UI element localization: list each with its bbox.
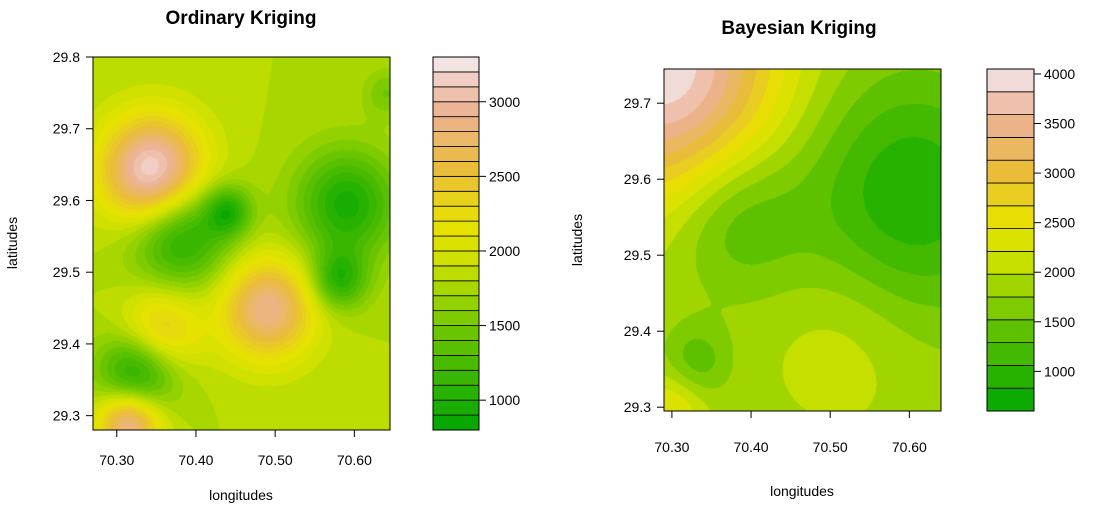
x-tick-label: 70.30	[654, 439, 689, 455]
legend-band	[986, 296, 1035, 321]
legend-band	[432, 56, 480, 73]
ordinary-kriging-svg: Ordinary Kriging 70.30 70.40 70.50 70.60 29…	[4, 8, 520, 503]
y-tick-label: 29.5	[53, 264, 80, 280]
chart-title: Ordinary Kriging	[166, 8, 317, 29]
y-tick-label: 29.6	[53, 192, 80, 208]
legend-band	[432, 295, 480, 312]
x-tick-label: 70.60	[337, 452, 372, 468]
legend-band	[432, 190, 480, 207]
y-axis-label: latitudes	[569, 214, 585, 266]
legend-band	[432, 205, 480, 222]
legend-band	[986, 114, 1035, 138]
legend-band	[986, 364, 1035, 389]
legend-band	[432, 71, 480, 88]
y-axis: 29.3 29.4 29.5 29.6 29.7	[624, 95, 664, 415]
legend-band	[986, 342, 1035, 366]
x-tick-label: 70.30	[99, 452, 134, 468]
legend-band	[986, 273, 1035, 298]
y-tick-label: 29.3	[53, 408, 80, 424]
plot-area	[92, 56, 391, 431]
y-tick-label: 29.6	[624, 171, 651, 187]
legend-frame	[432, 56, 480, 431]
legend-band	[432, 369, 480, 386]
legend-band	[432, 220, 480, 237]
y-tick-label: 29.4	[53, 336, 80, 352]
legend-band	[986, 136, 1035, 161]
legend-band	[986, 68, 1035, 93]
legend-band	[432, 250, 480, 267]
legend-band	[432, 280, 480, 297]
legend-tick-label: 2500	[1044, 215, 1075, 231]
y-tick-label: 29.7	[624, 95, 651, 111]
x-tick-label: 70.50	[813, 439, 848, 455]
legend-tick-label: 4000	[1044, 66, 1075, 82]
x-tick-label: 70.40	[178, 452, 213, 468]
legend-band	[432, 146, 480, 162]
legend-band	[986, 182, 1035, 207]
x-axis: 70.30 70.40 70.50 70.60	[654, 411, 927, 455]
y-tick-label: 29.7	[53, 121, 80, 137]
y-tick-label: 29.3	[624, 399, 651, 415]
x-tick-label: 70.40	[734, 439, 769, 455]
x-tick-label: 70.50	[258, 452, 293, 468]
legend-band	[432, 161, 480, 177]
legend-band	[432, 175, 480, 192]
legend-tick-label: 1000	[1044, 363, 1075, 379]
x-tick-label: 70.60	[892, 439, 927, 455]
y-axis-label: latitudes	[4, 217, 20, 269]
legend-band	[432, 101, 480, 118]
legend-band	[432, 399, 480, 416]
legend-band	[432, 354, 480, 371]
legend-band	[986, 387, 1035, 412]
plot-frame	[663, 68, 942, 412]
plot-frame	[92, 56, 391, 431]
legend-band	[432, 340, 480, 356]
legend-tick-label: 1500	[489, 318, 520, 334]
y-tick-label: 29.4	[624, 323, 651, 339]
plot-area	[663, 68, 942, 412]
legend-tick-label: 3000	[489, 94, 520, 110]
legend-band	[432, 116, 480, 133]
legend-band	[432, 235, 480, 252]
legend-band	[432, 414, 480, 431]
heatmap-canvas	[664, 69, 941, 411]
bayesian-kriging-svg: Bayesian Kriging 70.30 70.40 70.50 70.60 29…	[569, 18, 1075, 499]
legend-band	[432, 131, 480, 147]
legend-tick-label: 2500	[489, 168, 520, 184]
legend-band	[986, 250, 1035, 275]
bayesian-kriging-figure: Bayesian Kriging 70.30 70.40 70.50 70.60 29…	[554, 0, 1107, 506]
heatmap-container	[93, 57, 390, 430]
color-legend: 1000 1500 2000 2500 3000 3500 4000	[986, 66, 1075, 412]
legend-band	[432, 310, 480, 326]
legend-band	[986, 205, 1035, 230]
legend-tick-label: 1000	[489, 392, 520, 408]
legend-band	[432, 384, 480, 401]
legend-band	[986, 319, 1035, 343]
legend-tick-label: 3000	[1044, 165, 1075, 181]
legend-band	[432, 325, 480, 341]
legend-tick-label: 2000	[1044, 264, 1075, 280]
legend-tick-label: 2000	[489, 243, 520, 259]
legend-band	[986, 91, 1035, 116]
legend-tick-label: 3500	[1044, 116, 1075, 132]
x-axis: 70.30 70.40 70.50 70.60	[99, 430, 372, 468]
y-tick-label: 29.8	[53, 49, 80, 65]
ordinary-kriging-figure: Ordinary Kriging 70.30 70.40 70.50 70.60 29…	[0, 0, 554, 506]
color-legend: 1000 1500 2000 2500 3000	[432, 56, 520, 431]
legend-tick-label: 1500	[1044, 314, 1075, 330]
legend-frame	[986, 68, 1035, 412]
y-tick-label: 29.5	[624, 247, 651, 263]
legend-band	[432, 265, 480, 282]
heatmap-container	[664, 69, 941, 411]
y-axis: 29.3 29.4 29.5 29.6 29.7 29.8	[53, 49, 93, 424]
chart-title: Bayesian Kriging	[721, 18, 876, 39]
heatmap-canvas	[93, 57, 390, 430]
x-axis-label: longitudes	[770, 483, 834, 499]
legend-band	[986, 159, 1035, 184]
x-axis-label: longitudes	[209, 487, 273, 503]
legend-band	[986, 228, 1035, 252]
legend-band	[432, 86, 480, 103]
